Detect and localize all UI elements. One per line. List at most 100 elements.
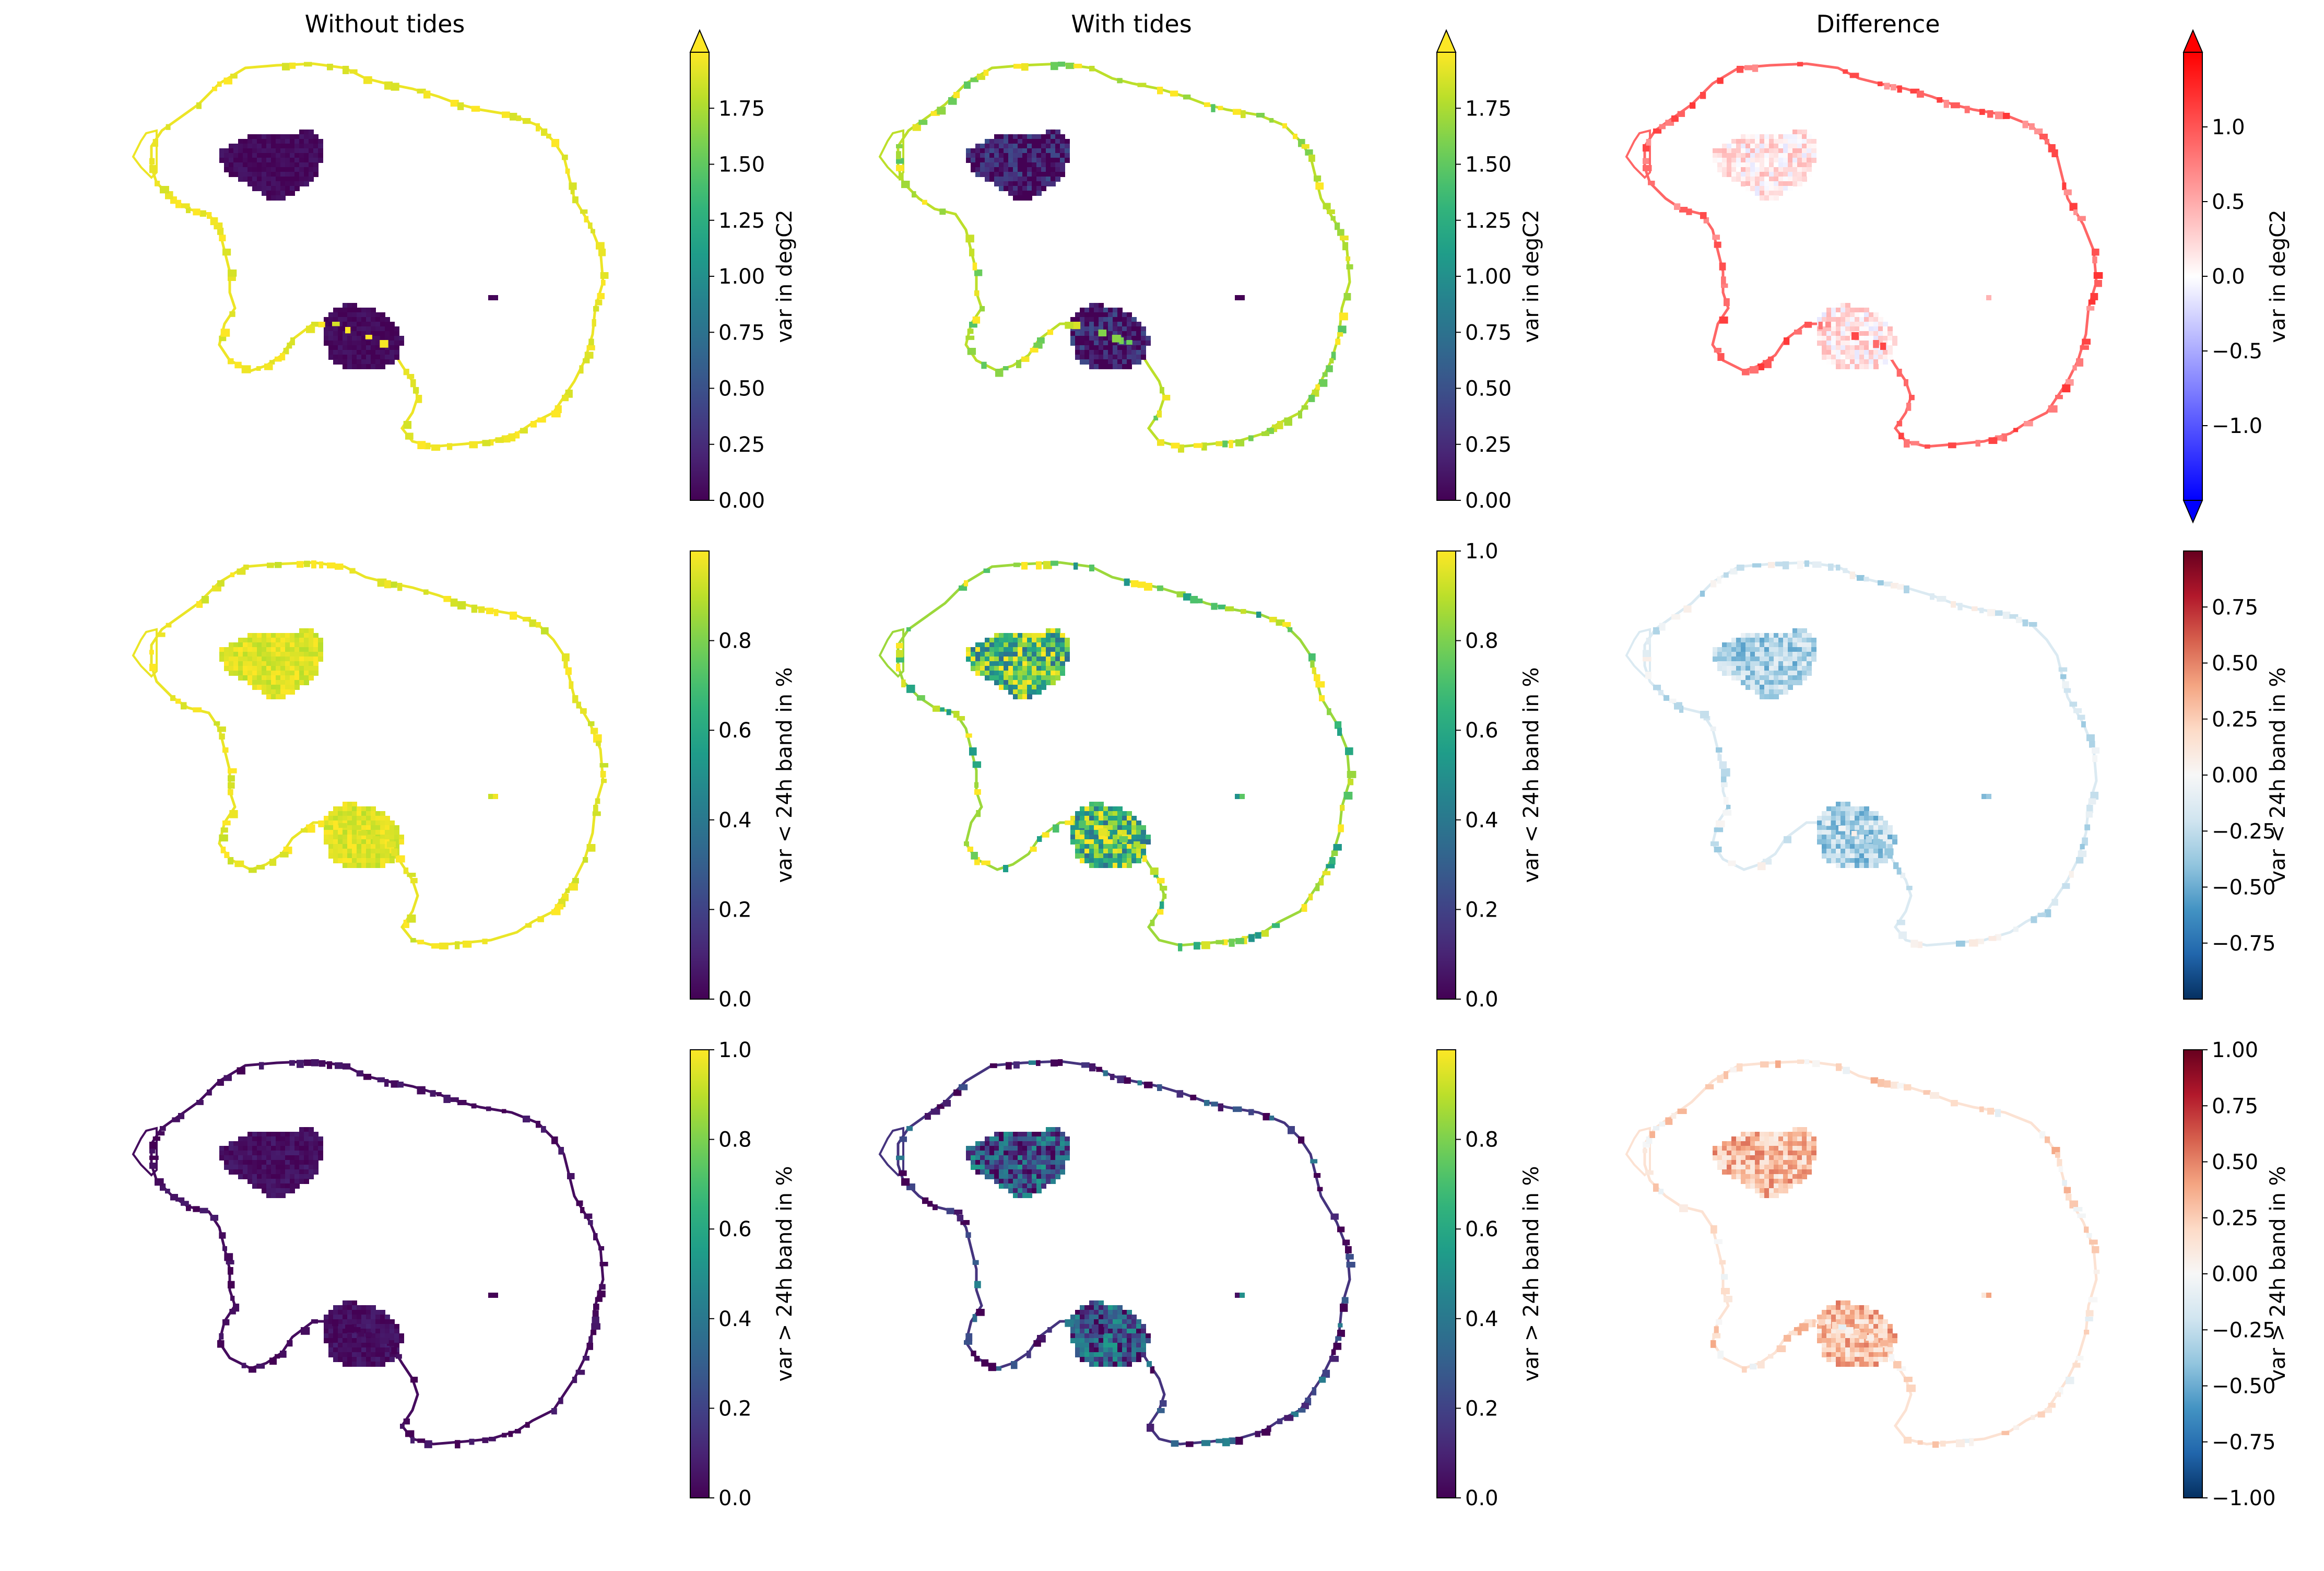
shelf-cell — [985, 1141, 990, 1146]
coastal-cell — [1891, 84, 1896, 91]
coastal-cell — [397, 1082, 404, 1088]
shelf-cell — [347, 806, 352, 812]
coastal-cell — [1329, 1356, 1339, 1362]
colorbar-tick-label: 0.8 — [718, 629, 752, 653]
shelf-cell — [1764, 633, 1769, 638]
shelf-cell — [1018, 1183, 1023, 1189]
coastline — [150, 561, 605, 947]
coastal-cell — [234, 860, 244, 867]
shelf-cell — [262, 167, 267, 172]
shelf-cell — [1032, 158, 1037, 163]
shelf-cell — [1807, 633, 1812, 638]
shelf-cell — [1113, 825, 1118, 830]
shelf-cell — [371, 820, 376, 826]
shelf-cell — [262, 148, 267, 154]
shelf-cell — [352, 849, 357, 854]
shelf-cell — [1802, 1141, 1807, 1146]
shelf-cell — [1041, 656, 1046, 662]
shelf-cell — [1051, 130, 1056, 135]
shelf-cell — [328, 830, 334, 835]
colorbar-tick-label: 0.4 — [718, 1307, 752, 1331]
coastal-cell — [228, 1281, 235, 1289]
shelf-cell — [324, 1324, 329, 1329]
coastal-cell — [1330, 1213, 1339, 1220]
coastal-cell — [502, 111, 510, 118]
shelf-cell — [229, 1141, 234, 1146]
shelf-cell — [276, 139, 281, 144]
shelf-cell — [1127, 1333, 1132, 1339]
coastal-cell — [1710, 1225, 1717, 1234]
shelf-cell — [1713, 158, 1718, 163]
coastal-cell — [901, 181, 910, 189]
shelf-cell — [309, 144, 314, 149]
shelf-cell — [366, 849, 371, 854]
shelf-cell — [347, 820, 352, 826]
shelf-cell — [1769, 1141, 1774, 1146]
shelf-cell — [252, 167, 257, 172]
shelf-cell — [975, 153, 981, 158]
shelf-cell — [1008, 661, 1013, 666]
shelf-cell — [1769, 652, 1774, 657]
shelf-cell — [271, 153, 276, 158]
shelf-cell — [999, 1174, 1004, 1179]
shelf-cell — [1075, 1333, 1080, 1339]
shelf-cell — [1760, 1165, 1765, 1170]
shelf-cell — [1036, 139, 1042, 144]
shelf-cell — [1792, 162, 1798, 168]
shelf-cell — [1717, 1146, 1723, 1151]
shelf-cell — [1887, 350, 1893, 355]
shelf-cell — [1750, 1165, 1755, 1170]
shelf-cell — [1099, 839, 1104, 845]
shelf-cell — [994, 177, 999, 182]
coastal-cell — [967, 348, 976, 355]
coastal-cell — [1873, 340, 1879, 348]
shelf-cell — [1774, 1193, 1779, 1198]
shelf-cell — [1108, 849, 1113, 854]
shelf-cell — [262, 134, 267, 139]
shelf-cell — [1103, 1310, 1108, 1315]
shelf-cell — [989, 148, 995, 154]
shelf-cell — [1027, 1165, 1032, 1170]
coastal-cell — [2045, 139, 2049, 145]
shelf-cell — [290, 671, 295, 676]
shelf-cell — [299, 130, 304, 135]
shelf-cell — [1089, 816, 1094, 821]
shelf-cell — [1774, 689, 1779, 695]
shelf-cell — [352, 816, 357, 821]
coastal-cell — [1233, 109, 1242, 115]
shelf-cell — [262, 144, 267, 149]
shelf-cell — [229, 642, 234, 648]
shelf-cell — [1783, 1160, 1788, 1165]
shelf-cell — [299, 1151, 304, 1156]
shelf-cell — [1122, 830, 1127, 835]
shelf-cell — [1797, 148, 1802, 154]
shelf-cell — [1032, 134, 1037, 139]
shelf-cell — [371, 1362, 376, 1367]
coastal-cell — [1896, 369, 1902, 377]
shelf-cell — [1811, 1155, 1816, 1160]
shelf-cell — [1760, 1188, 1765, 1193]
shelf-cell — [1041, 172, 1046, 177]
shelf-cell — [1760, 1146, 1765, 1151]
shelf-cell — [1764, 656, 1769, 662]
shelf-cell — [294, 671, 300, 676]
shelf-cell — [252, 661, 257, 666]
shelf-cell — [294, 656, 300, 662]
shelf-cell — [1836, 308, 1841, 313]
shelf-cell — [1802, 167, 1807, 172]
coastal-cell — [974, 269, 983, 276]
shelf-cell — [1060, 1160, 1065, 1165]
shelf-cell — [1013, 162, 1018, 168]
coastal-cell — [166, 124, 171, 130]
shelf-cell — [1084, 1347, 1090, 1353]
coastal-cell — [572, 1377, 577, 1384]
shelf-cell — [1022, 153, 1028, 158]
shelf-cell — [1036, 680, 1042, 685]
shelf-cell — [1845, 806, 1850, 812]
coastal-cell — [1160, 1400, 1167, 1407]
shelf-cell — [343, 308, 348, 313]
shelf-cell — [1869, 1315, 1874, 1320]
shelf-cell — [1122, 811, 1127, 816]
shelf-cell — [1859, 1315, 1865, 1320]
shelf-cell — [1065, 144, 1070, 149]
